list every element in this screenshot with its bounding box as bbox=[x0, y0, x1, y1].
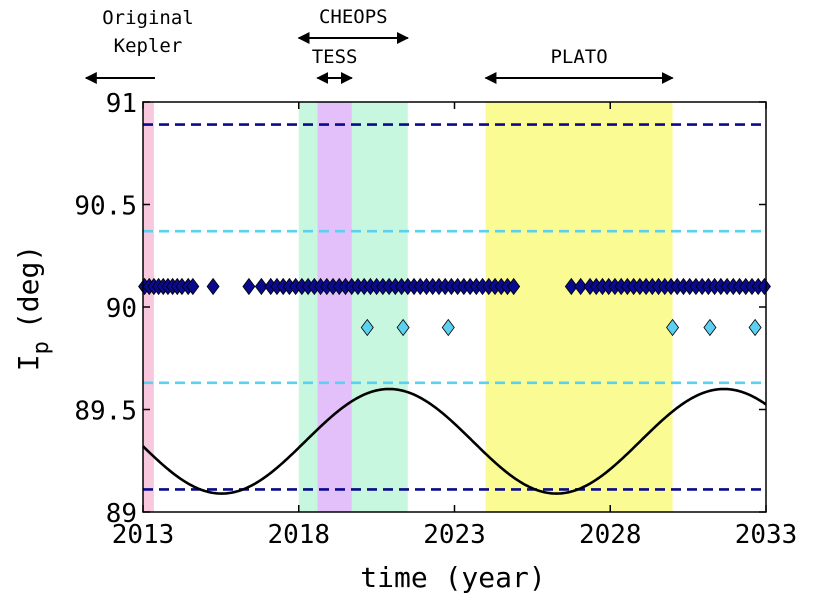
inclination-curve-layer bbox=[142, 387, 767, 495]
x-tick-label: 2018 bbox=[267, 520, 330, 550]
band-tess bbox=[317, 102, 352, 512]
light-blue-transits-point bbox=[441, 318, 455, 337]
y-axis-label: Ip (deg) bbox=[12, 245, 54, 371]
y-axis-label-symbol: I bbox=[12, 354, 45, 371]
dark-blue-transits-point bbox=[507, 277, 521, 296]
svg-text:Ip(deg): Ip (deg) bbox=[12, 245, 54, 371]
dark-blue-transits-point bbox=[564, 277, 578, 296]
y-tick-label: 89 bbox=[106, 499, 137, 529]
light-blue-transits-point bbox=[703, 318, 717, 337]
light-blue-transits-point bbox=[360, 318, 374, 337]
tess-label: TESS bbox=[312, 46, 358, 68]
dark-blue-transits-point bbox=[757, 277, 771, 296]
mission-labels: Original Kepler CHEOPS TESS PLATO bbox=[84, 6, 674, 84]
dark-blue-transits-point bbox=[206, 277, 220, 296]
dark-blue-transits-point bbox=[254, 277, 268, 296]
kepler-label: Original bbox=[102, 7, 194, 29]
x-tick-label: 2013 bbox=[112, 520, 175, 550]
inclination-curve bbox=[142, 387, 767, 495]
light-blue-transits-point bbox=[666, 318, 680, 337]
y-tick-label: 91 bbox=[106, 89, 137, 119]
reference-lines bbox=[143, 123, 766, 491]
x-tick-label: 2028 bbox=[579, 520, 642, 550]
light-blue-transits-point bbox=[396, 318, 410, 337]
light-blue-transits-point bbox=[748, 318, 762, 337]
cheops-label: CHEOPS bbox=[319, 6, 388, 28]
y-tick-label: 90 bbox=[106, 294, 137, 324]
dark-blue-transits-point bbox=[242, 277, 256, 296]
x-tick-label: 2033 bbox=[735, 520, 798, 550]
mission-bands bbox=[143, 102, 673, 512]
y-tick-label: 90.5 bbox=[74, 192, 137, 222]
y-tick-label: 89.5 bbox=[74, 397, 137, 427]
band-plato bbox=[485, 102, 673, 512]
plato-label: PLATO bbox=[550, 46, 607, 68]
kepler-label: Kepler bbox=[114, 35, 183, 57]
band-cheops bbox=[298, 102, 408, 512]
dark-blue-transits-point bbox=[574, 277, 588, 296]
y-axis-label-unit: (deg) bbox=[12, 245, 45, 329]
dark-blue-transits-point bbox=[186, 277, 200, 296]
y-axis-label-subscript: p bbox=[29, 341, 54, 354]
axis-ticks: 2013 2018 2023 2028 2033 89 89.5 90 90.5 91 bbox=[74, 89, 797, 550]
transit-points bbox=[138, 277, 771, 337]
x-axis-label: time (year) bbox=[360, 561, 545, 594]
x-tick-label: 2023 bbox=[423, 520, 486, 550]
